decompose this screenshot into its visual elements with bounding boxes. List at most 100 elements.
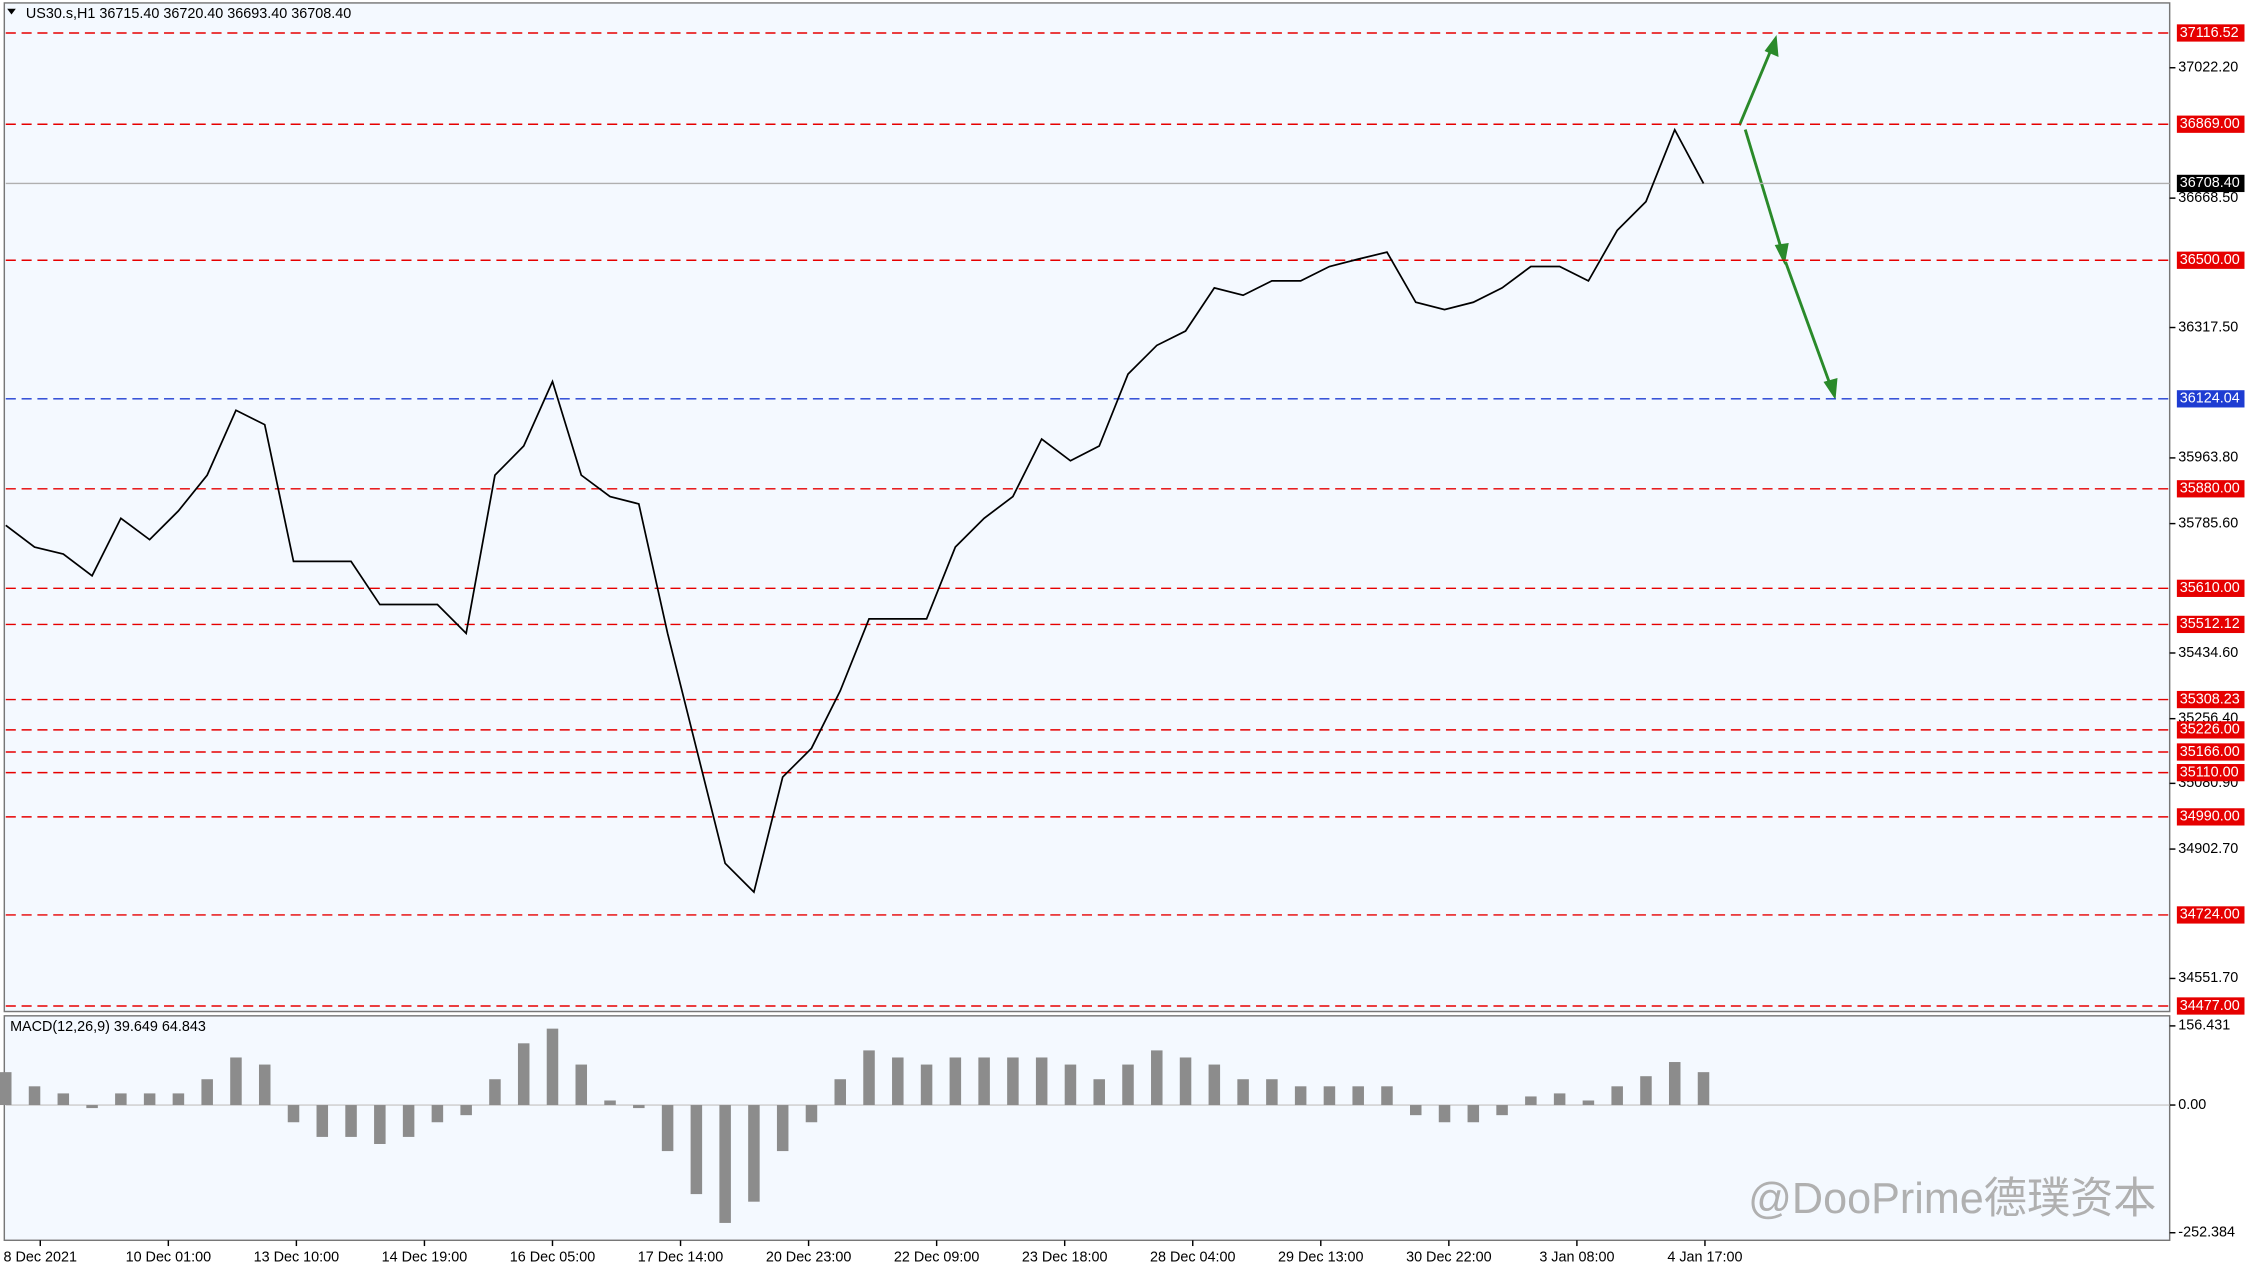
level-label-box (2176, 690, 2245, 709)
x-tick-label: 17 Dec 14:00 (638, 1249, 724, 1265)
macd-bar (776, 1105, 789, 1152)
level-label: 35308.23 (2180, 691, 2240, 707)
chart-title: US30.s,H1 36715.40 36720.40 36693.40 367… (26, 6, 351, 22)
macd-bar (1525, 1096, 1537, 1106)
macd-bar (661, 1105, 674, 1152)
x-tick-label: 22 Dec 09:00 (894, 1249, 980, 1265)
level-label-box (2176, 808, 2245, 826)
macd-bar (1640, 1076, 1652, 1106)
macd-bar (201, 1079, 213, 1106)
macd-bar (1064, 1064, 1077, 1106)
level-label-box (2176, 579, 2245, 597)
macd-bar (978, 1057, 990, 1106)
macd-bar (1323, 1086, 1336, 1106)
macd-bar (1035, 1057, 1048, 1106)
macd-bar (258, 1064, 271, 1106)
macd-bar (748, 1105, 760, 1202)
level-label-box (2176, 24, 2245, 42)
level-label: 34990.00 (2180, 809, 2240, 825)
level-label: 36124.04 (2180, 391, 2240, 407)
macd-bar (143, 1093, 156, 1106)
price-line (5, 127, 1705, 894)
macd-bar (575, 1064, 588, 1106)
macd-bar (719, 1105, 731, 1223)
level-label-box (2176, 997, 2245, 1015)
level-label-box (2176, 615, 2245, 634)
x-tick-label: 3 Jan 08:00 (1539, 1249, 1614, 1265)
macd-bar (1553, 1093, 1566, 1106)
x-tick-label: 30 Dec 22:00 (1406, 1249, 1492, 1265)
macd-bar (0, 1072, 12, 1106)
arrows (1738, 35, 1838, 400)
y-tick-label: 0.00 (2178, 1097, 2206, 1113)
macd-bar (1007, 1057, 1019, 1106)
macd-bar (1410, 1105, 1422, 1116)
level-label: 34724.00 (2180, 907, 2240, 923)
macd-title: MACD(12,26,9) 39.649 64.843 (10, 1019, 206, 1035)
level-label-box (2176, 174, 2245, 193)
macd-bar (1122, 1064, 1134, 1106)
level-label: 35226.00 (2180, 722, 2240, 738)
main-panel (3, 2, 2171, 1013)
x-tick-label: 16 Dec 05:00 (510, 1249, 596, 1265)
y-tick-label: 34902.70 (2178, 841, 2238, 857)
macd-bar (1266, 1079, 1278, 1106)
macd-bar (949, 1057, 962, 1106)
macd-bar (115, 1093, 127, 1106)
y-tick-label: 36668.50 (2178, 190, 2238, 206)
macd-bar (920, 1064, 933, 1106)
macd-bar (1151, 1050, 1163, 1106)
x-tick-label: 13 Dec 10:00 (254, 1249, 340, 1265)
x-tick-label: 23 Dec 18:00 (1022, 1249, 1108, 1265)
macd-bar (1208, 1064, 1221, 1106)
macd-bar (1668, 1062, 1681, 1106)
macd-bar (460, 1105, 472, 1116)
watermark: @DooPrime德璞资本 (1748, 1175, 2156, 1223)
macd-bar (546, 1028, 559, 1106)
level-label-box (2176, 115, 2245, 133)
macd-bar (287, 1105, 300, 1123)
macd-bar (805, 1105, 818, 1123)
x-tick-label: 28 Dec 04:00 (1150, 1249, 1236, 1265)
macd-bar (489, 1079, 501, 1106)
macd-bar (402, 1105, 415, 1137)
macd-bar (1438, 1105, 1451, 1123)
level-label: 36708.40 (2180, 175, 2240, 191)
macd-bar (1237, 1079, 1249, 1106)
y-tick-label: 35434.60 (2178, 645, 2238, 661)
level-label: 36869.00 (2180, 116, 2240, 132)
level-label-box (2176, 480, 2245, 498)
level-label: 35610.00 (2180, 580, 2240, 596)
y-tick-label: 35785.60 (2178, 515, 2238, 531)
level-label-box (2176, 906, 2245, 924)
macd-bar (172, 1093, 185, 1106)
macd-bar (690, 1105, 703, 1195)
macd-bar (1582, 1100, 1595, 1106)
macd-bar (1294, 1086, 1307, 1106)
x-tick-label: 8 Dec 2021 (4, 1249, 78, 1265)
y-tick-label: 37022.20 (2178, 60, 2238, 76)
level-label-box (2176, 764, 2245, 782)
macd-bar (1179, 1057, 1192, 1106)
macd-bar (517, 1043, 530, 1106)
x-tick-label: 20 Dec 23:00 (766, 1249, 852, 1265)
y-tick-label: -252.384 (2178, 1225, 2235, 1241)
macd-bar (892, 1057, 904, 1106)
macd-bar (86, 1105, 98, 1109)
macd-bar (316, 1105, 329, 1137)
level-label: 34477.00 (2180, 998, 2240, 1014)
macd-bar (1697, 1072, 1710, 1106)
macd-bar (1352, 1086, 1364, 1106)
macd-bar (1611, 1086, 1623, 1106)
macd-bar (863, 1050, 875, 1106)
level-label-box (2176, 743, 2245, 761)
level-label: 35512.12 (2180, 616, 2240, 632)
level-label: 37116.52 (2180, 25, 2239, 41)
macd-bar (1093, 1079, 1105, 1106)
x-tick-label: 4 Jan 17:00 (1667, 1249, 1742, 1265)
level-label-box (2176, 721, 2245, 739)
macd-bar (374, 1105, 386, 1144)
level-label-box (2176, 390, 2245, 408)
